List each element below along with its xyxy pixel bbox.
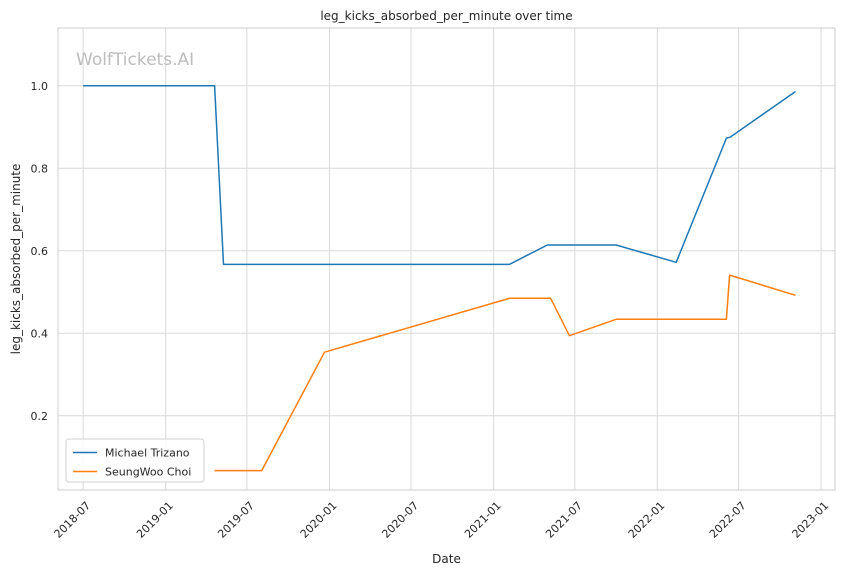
series-line-seungwoo-choi bbox=[214, 274, 796, 472]
y-tick-labels: 0.2 0.4 0.6 0.8 1.0 bbox=[31, 80, 49, 423]
series-line-michael-trizano bbox=[83, 84, 796, 266]
legend: Michael Trizano SeungWoo Choi bbox=[65, 438, 205, 483]
y-tick-label: 0.8 bbox=[31, 162, 49, 175]
grid-layer bbox=[58, 28, 835, 490]
y-tick-label: 1.0 bbox=[31, 80, 49, 93]
y-axis-title: leg_kicks_absorbed_per_minute bbox=[9, 164, 23, 355]
plot-frame bbox=[57, 27, 836, 491]
legend-box bbox=[65, 438, 205, 483]
series-layer bbox=[83, 84, 796, 472]
y-tick-label: 0.6 bbox=[31, 245, 49, 258]
chart-title: leg_kicks_absorbed_per_minute over time bbox=[320, 9, 572, 23]
legend-label-seungwoo-choi: SeungWoo Choi bbox=[105, 466, 191, 479]
y-tick-label: 0.2 bbox=[31, 410, 49, 423]
y-tick-label: 0.4 bbox=[31, 327, 49, 340]
watermark: WolfTickets.AI bbox=[76, 50, 194, 70]
legend-label-michael-trizano: Michael Trizano bbox=[105, 447, 190, 460]
x-axis-title: Date bbox=[432, 552, 461, 566]
